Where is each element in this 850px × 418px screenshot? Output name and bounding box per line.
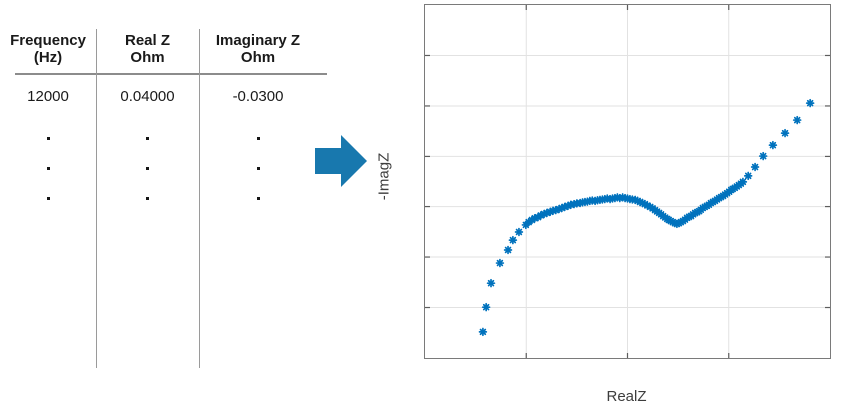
- scatter-point: [805, 98, 815, 108]
- gridlines: [425, 5, 830, 358]
- cell-real-z: 0.04000: [120, 88, 175, 105]
- ellipsis-dot-cell: [0, 137, 96, 140]
- column-header-line1: Imaginary Z: [215, 32, 301, 49]
- ellipsis-dot: [46, 167, 50, 170]
- scatter-point: [628, 195, 637, 204]
- scatter-point: [514, 227, 524, 237]
- scatter-point: [481, 302, 491, 312]
- scatter-point: [508, 235, 518, 245]
- scatter-point: [780, 128, 790, 138]
- column-header-line1: Real Z: [124, 32, 170, 49]
- column-header-line2: Ohm: [240, 49, 276, 66]
- scatter-point: [566, 200, 576, 210]
- x-axis-label: RealZ: [606, 388, 647, 405]
- ellipsis-dot-cell: [96, 137, 199, 140]
- scatter-point: [486, 278, 496, 288]
- ellipsis-dot-row: [0, 197, 317, 200]
- ellipsis-dot-cell: [96, 197, 199, 200]
- ellipsis-dot-cell: [0, 197, 96, 200]
- ellipsis-dot: [256, 167, 260, 170]
- table-header-rule: [15, 73, 327, 75]
- ellipsis-dot: [146, 197, 149, 200]
- scatter-point: [478, 327, 488, 337]
- ellipsis-dot: [256, 137, 260, 140]
- scatter-point: [503, 245, 513, 255]
- axis-ticks: [425, 5, 830, 358]
- ellipsis-dot: [146, 167, 149, 170]
- scatter-point: [768, 140, 778, 150]
- right-arrow-shape: [315, 135, 367, 187]
- ellipsis-dot-cell: [0, 167, 96, 170]
- scatter-point: [750, 162, 760, 172]
- right-arrow-icon: [313, 133, 369, 189]
- scatter-point: [736, 179, 746, 188]
- ellipsis-dot-row: [0, 167, 317, 170]
- ellipsis-dot-cell: [199, 137, 317, 140]
- ellipsis-dot: [256, 197, 260, 200]
- cell-imaginary-z: -0.0300: [232, 88, 284, 105]
- column-header-frequency: Frequency (Hz): [0, 32, 96, 66]
- plot-canvas: [425, 5, 830, 358]
- ellipsis-dot-cell: [96, 167, 199, 170]
- right-arrow-svg: [315, 135, 367, 187]
- table-header-row: Frequency (Hz) Real Z Ohm Imaginary Z Oh…: [0, 32, 317, 66]
- cell-frequency: 12000: [27, 88, 69, 105]
- column-header-line1: Frequency: [10, 32, 86, 49]
- column-header-line2: Ohm: [130, 49, 165, 66]
- ellipsis-dot: [46, 197, 50, 200]
- column-header-real-z: Real Z Ohm: [96, 32, 199, 66]
- scatter-point: [743, 171, 753, 181]
- scatter-point: [495, 258, 505, 268]
- ellipsis-dot: [46, 137, 50, 140]
- column-header-imaginary-z: Imaginary Z Ohm: [199, 32, 317, 66]
- scatter-point: [792, 115, 802, 125]
- ellipsis-dot-cell: [199, 167, 317, 170]
- ellipsis-dot-row: [0, 137, 317, 140]
- ellipsis-dot: [146, 137, 149, 140]
- scatter-point: [524, 217, 533, 227]
- scatter-point: [572, 199, 582, 208]
- scatter-points: [478, 98, 815, 337]
- column-header-line2: (Hz): [33, 49, 63, 66]
- scatter-point: [758, 151, 768, 161]
- ellipsis-dot-cell: [199, 197, 317, 200]
- y-axis-label: -ImagZ: [375, 152, 393, 201]
- table-row: 12000 0.04000 -0.0300: [0, 88, 317, 105]
- table-column-divider: [96, 29, 97, 368]
- table-column-divider: [199, 29, 200, 368]
- nyquist-plot: [424, 4, 831, 359]
